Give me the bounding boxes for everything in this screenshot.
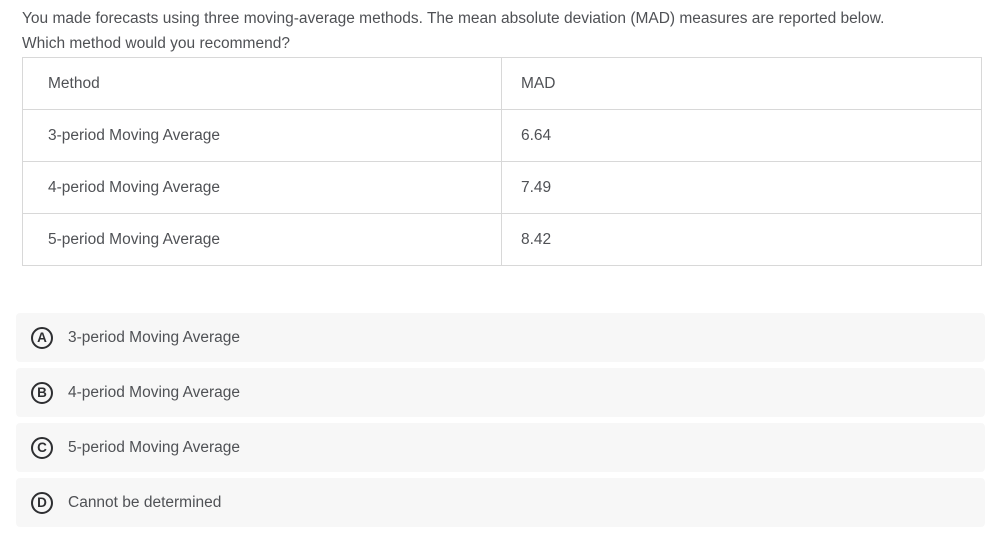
question-line-2: Which method would you recommend? <box>22 35 290 52</box>
option-b[interactable]: B 4-period Moving Average <box>16 368 985 417</box>
option-a[interactable]: A 3-period Moving Average <box>16 313 985 362</box>
question-text: You made forecasts using three moving-av… <box>22 6 982 56</box>
option-d[interactable]: D Cannot be determined <box>16 478 985 527</box>
option-c[interactable]: C 5-period Moving Average <box>16 423 985 472</box>
table-row: 3-period Moving Average 6.64 <box>22 109 982 162</box>
mad-table-container: Method MAD 3-period Moving Average 6.64 … <box>22 57 982 266</box>
question-line-1: You made forecasts using three moving-av… <box>22 10 885 27</box>
mad-cell: 8.42 <box>501 213 982 266</box>
option-letter-badge: A <box>31 326 53 349</box>
option-letter-badge: D <box>31 491 53 514</box>
mad-cell: 7.49 <box>501 161 982 214</box>
answer-options: A 3-period Moving Average B 4-period Mov… <box>16 313 985 533</box>
option-label: 5-period Moving Average <box>68 438 241 456</box>
method-cell: 5-period Moving Average <box>22 213 502 266</box>
mad-cell: 6.64 <box>501 109 982 162</box>
option-label: 3-period Moving Average <box>68 328 241 346</box>
table-header-row: Method MAD <box>22 57 982 110</box>
mad-table: Method MAD 3-period Moving Average 6.64 … <box>22 57 982 266</box>
method-cell: 3-period Moving Average <box>22 109 502 162</box>
option-letter-badge: C <box>31 436 53 459</box>
option-letter-badge: B <box>31 381 53 404</box>
table-header-mad: MAD <box>501 57 982 110</box>
option-label: 4-period Moving Average <box>68 383 241 401</box>
table-row: 4-period Moving Average 7.49 <box>22 161 982 214</box>
table-row: 5-period Moving Average 8.42 <box>22 213 982 266</box>
table-header-method: Method <box>22 57 502 110</box>
method-cell: 4-period Moving Average <box>22 161 502 214</box>
option-label: Cannot be determined <box>68 493 222 511</box>
